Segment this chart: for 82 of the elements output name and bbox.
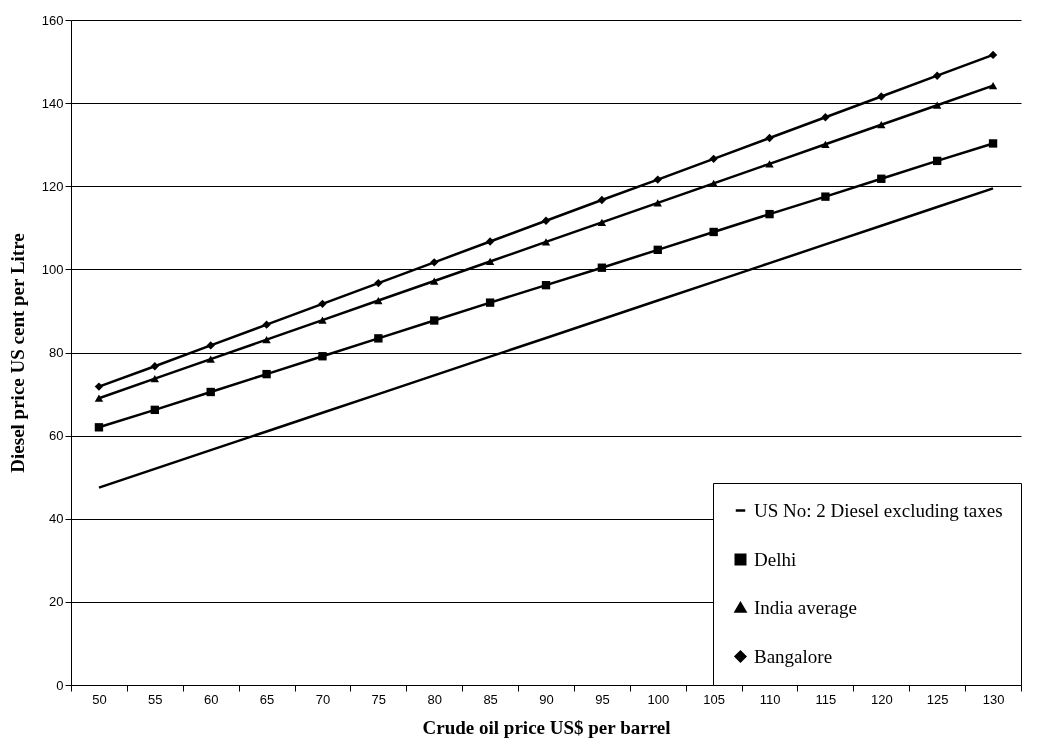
point bbox=[597, 218, 607, 227]
y-tick-label: 140 bbox=[41, 95, 64, 111]
x-axis-title: Crude oil price US$ per barrel bbox=[422, 716, 671, 738]
y-tick-label: 20 bbox=[49, 594, 64, 610]
point bbox=[653, 175, 662, 184]
point bbox=[94, 423, 104, 432]
x-tick-label: 100 bbox=[647, 691, 670, 707]
point bbox=[988, 82, 998, 90]
point bbox=[206, 341, 215, 350]
point bbox=[430, 316, 439, 325]
y-tick-label: 40 bbox=[49, 511, 64, 527]
point bbox=[765, 209, 774, 219]
point bbox=[150, 405, 160, 415]
point bbox=[94, 382, 104, 391]
point bbox=[709, 179, 718, 187]
point bbox=[150, 375, 160, 383]
x-tick-label: 125 bbox=[926, 691, 949, 707]
point bbox=[877, 92, 886, 101]
point bbox=[318, 316, 327, 324]
legend-label: Bangalore bbox=[754, 645, 833, 667]
x-tick-label: 55 bbox=[148, 691, 163, 707]
legend-label: Delhi bbox=[754, 548, 797, 570]
y-tick-label: 0 bbox=[56, 677, 64, 693]
y-tick-label: 160 bbox=[41, 12, 64, 28]
x-tick-label: 75 bbox=[371, 691, 387, 707]
point bbox=[653, 245, 662, 255]
x-tick-label: 110 bbox=[759, 691, 781, 707]
point bbox=[877, 174, 886, 183]
x-tick-label: 85 bbox=[483, 691, 498, 707]
point bbox=[318, 299, 327, 309]
point bbox=[988, 50, 998, 60]
point bbox=[597, 195, 607, 205]
point bbox=[374, 278, 383, 288]
y-tick-label: 100 bbox=[41, 261, 64, 277]
x-tick-label: 60 bbox=[203, 691, 219, 707]
y-tick-label: 60 bbox=[49, 428, 64, 444]
x-tick-label: 90 bbox=[539, 691, 554, 707]
point bbox=[374, 296, 383, 305]
point bbox=[541, 280, 551, 290]
point bbox=[206, 387, 215, 397]
point bbox=[430, 277, 439, 285]
x-tick-label: 115 bbox=[815, 691, 837, 707]
point bbox=[541, 216, 551, 225]
point bbox=[765, 133, 774, 143]
y-tick-label: 120 bbox=[41, 178, 64, 194]
legend-label: US No: 2 Diesel excluding taxes bbox=[754, 499, 1003, 521]
x-tick-label: 80 bbox=[427, 691, 442, 707]
point bbox=[932, 71, 942, 80]
x-tick-label: 95 bbox=[595, 691, 610, 707]
x-tick-label: 105 bbox=[703, 691, 725, 707]
x-tick-label: 70 bbox=[315, 691, 331, 707]
point bbox=[932, 156, 942, 166]
point bbox=[485, 237, 495, 246]
point bbox=[709, 154, 718, 163]
point bbox=[150, 362, 160, 371]
point bbox=[262, 335, 271, 344]
point bbox=[877, 121, 886, 129]
point bbox=[821, 140, 830, 148]
point bbox=[932, 101, 942, 109]
y-axis-title: Diesel price US cent per Litre bbox=[6, 233, 28, 473]
point bbox=[485, 298, 495, 307]
point bbox=[430, 258, 439, 267]
point bbox=[541, 238, 551, 246]
point bbox=[485, 257, 495, 266]
point bbox=[318, 352, 327, 361]
point bbox=[374, 334, 383, 343]
point bbox=[765, 160, 774, 168]
point bbox=[262, 320, 271, 329]
x-tick-label: 130 bbox=[982, 691, 1005, 707]
point bbox=[597, 263, 607, 272]
point bbox=[94, 394, 104, 402]
point bbox=[262, 369, 271, 379]
point bbox=[709, 227, 718, 237]
point bbox=[988, 139, 998, 148]
x-tick-label: 120 bbox=[870, 691, 893, 707]
point bbox=[821, 192, 830, 201]
point bbox=[821, 113, 830, 122]
x-tick-label: 65 bbox=[259, 691, 275, 707]
y-tick-label: 80 bbox=[49, 345, 64, 360]
legend-label: India average bbox=[754, 596, 857, 618]
point bbox=[206, 355, 215, 363]
x-tick-label: 50 bbox=[92, 691, 107, 707]
